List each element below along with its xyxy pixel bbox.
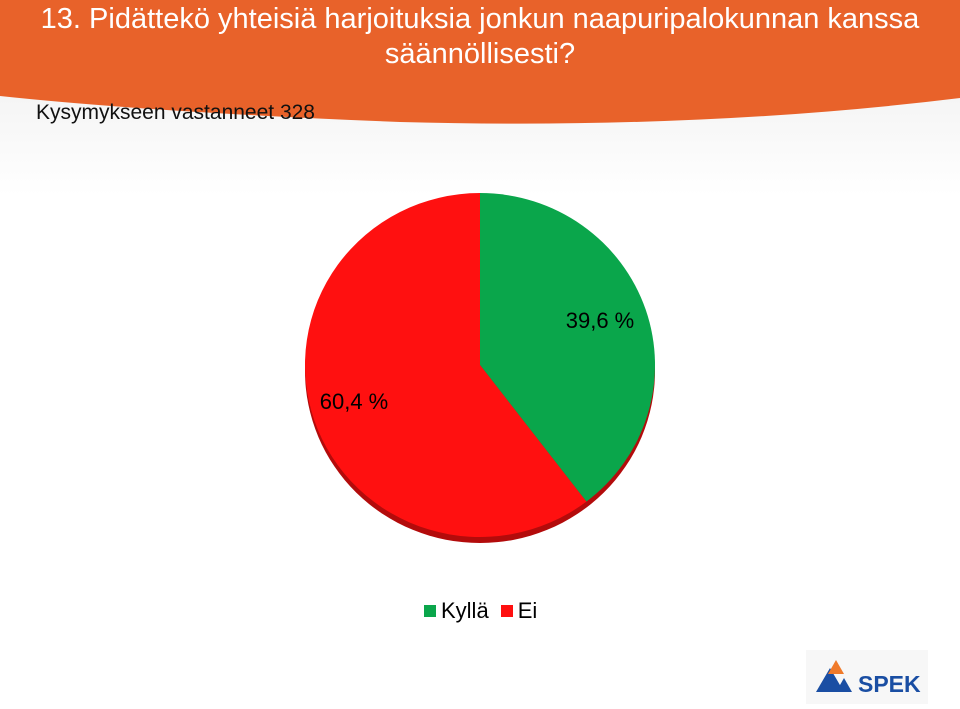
data-label-kylla: 39,6 %: [566, 308, 635, 333]
data-label-ei: 60,4 %: [320, 389, 389, 414]
legend: Kyllä Ei: [424, 598, 549, 624]
svg-text:SPEK: SPEK: [858, 671, 921, 697]
header-band: [0, 0, 960, 196]
legend-item-ei: Ei: [500, 598, 538, 624]
spek-triangle-logo-icon: SPEK: [816, 660, 921, 697]
spek-logo: SPEK: [806, 650, 928, 704]
legend-label-ei: Ei: [517, 598, 538, 623]
legend-swatch-kylla: [424, 605, 436, 617]
respondent-count: Kysymykseen vastanneet 328: [36, 101, 315, 124]
legend-label-kylla: Kyllä: [441, 598, 489, 623]
pie-slice-ei: [305, 193, 587, 537]
legend-swatch-ei: [500, 605, 513, 617]
legend-item-kylla: Kyllä: [424, 598, 489, 624]
slide-title: 13. Pidättekö yhteisiä harjoituksia jonk…: [40, 3, 920, 70]
pie-slice-kylla: [480, 193, 655, 502]
